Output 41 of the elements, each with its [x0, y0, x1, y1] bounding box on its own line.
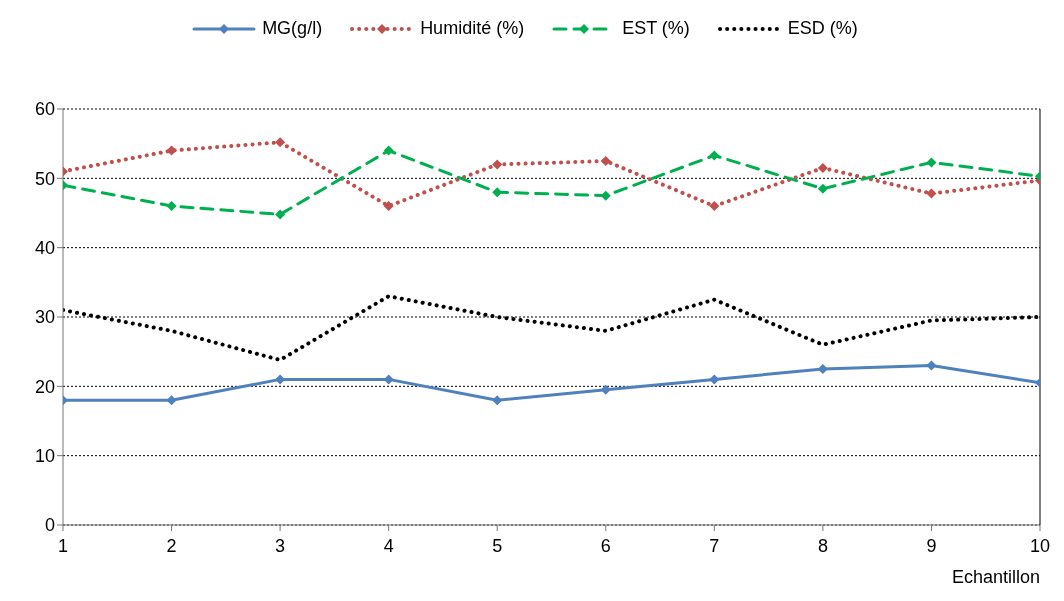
y-tick-label: 50: [34, 168, 55, 189]
point: [926, 188, 937, 199]
x-tick-label: 6: [600, 535, 611, 556]
point: [817, 183, 828, 194]
x-tick-label: 7: [709, 535, 720, 556]
y-tick-label: 0: [44, 515, 55, 536]
x-tick-label: 9: [926, 535, 937, 556]
x-tick-label: 2: [166, 535, 177, 556]
point: [166, 395, 177, 406]
y-tick-label: 40: [34, 238, 55, 259]
point: [166, 145, 177, 156]
x-tick-label: 1: [57, 535, 69, 556]
point: [926, 360, 937, 371]
point: [600, 156, 611, 166]
x-tick-label: 10: [1029, 535, 1051, 556]
point: [275, 209, 286, 220]
legend-label: MG(g/l): [262, 18, 323, 39]
point: [709, 201, 720, 212]
point: [600, 384, 611, 395]
legend-label: ESD (%): [787, 18, 858, 39]
point: [492, 159, 503, 170]
point: [709, 150, 720, 161]
point: [817, 162, 828, 173]
x-tick-label: 8: [817, 535, 828, 556]
legend-label: EST (%): [622, 18, 690, 39]
point: [492, 395, 503, 406]
point: [709, 374, 720, 385]
point: [383, 201, 394, 212]
point: [926, 157, 937, 168]
x-tick-label: 5: [492, 535, 503, 556]
x-tick-label: 3: [275, 535, 286, 556]
x-axis-title: Echantillon: [951, 567, 1040, 587]
y-tick-label: 30: [34, 307, 55, 328]
y-tick-label: 20: [34, 376, 55, 397]
point: [383, 145, 394, 156]
y-tick-label: 60: [34, 99, 55, 120]
x-tick-label: 4: [383, 535, 394, 556]
legend-label: Humidité (%): [420, 18, 525, 39]
y-tick-label: 10: [34, 446, 55, 467]
point: [275, 137, 286, 148]
point: [166, 201, 177, 212]
